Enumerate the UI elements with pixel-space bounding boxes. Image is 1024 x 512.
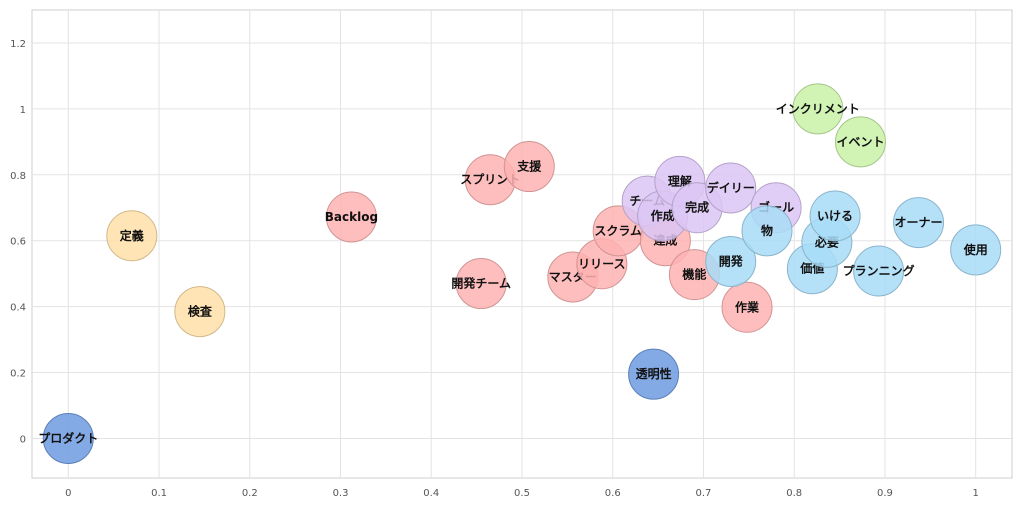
x-tick-label: 0.7 — [696, 488, 712, 499]
bubble-point: デイリー — [705, 162, 757, 214]
x-tick-label: 0 — [65, 488, 71, 499]
bubble-point: 使用 — [950, 224, 1002, 276]
bubble-label: Backlog — [325, 210, 378, 224]
x-tick-label: 0.3 — [333, 488, 349, 499]
bubble-label: 検査 — [188, 304, 213, 319]
y-tick-label: 0.4 — [10, 303, 26, 314]
bubble-label: 使用 — [963, 242, 988, 257]
bubble-point: 開発 — [705, 235, 757, 287]
bubble-label: プランニング — [843, 263, 915, 278]
bubble-circle — [174, 286, 226, 338]
bubble-point: いける — [809, 190, 861, 242]
bubble-label: 開発チーム — [451, 276, 511, 291]
bubble-circle — [325, 191, 377, 243]
bubble-circle — [42, 412, 94, 464]
bubble-label: 機能 — [682, 267, 706, 282]
bubble-point: イベント — [834, 116, 886, 168]
x-tick-label: 0.8 — [786, 488, 802, 499]
bubble-point: 作業 — [721, 281, 773, 333]
bubble-label: 定義 — [120, 228, 144, 243]
bubble-point: オーナー — [893, 197, 945, 249]
bubble-circle — [741, 205, 793, 257]
bubble-point: インクリメント — [776, 83, 860, 135]
bubble-label: いける — [817, 209, 853, 223]
bubble-label: オーナー — [895, 216, 943, 230]
bubble-circle — [853, 245, 905, 297]
bubble-label: プロダクト — [38, 430, 98, 445]
y-tick-label: 0.6 — [10, 237, 26, 248]
bubble-label: 理解 — [668, 173, 692, 188]
bubble-circle — [705, 235, 757, 287]
x-tick-label: 0.5 — [514, 488, 530, 499]
bubble-label: 開発 — [719, 253, 744, 268]
y-axis-ticks: 0 0.2 0.4 0.6 0.8 1 1.2 — [10, 39, 26, 445]
bubble-label: インクリメント — [776, 102, 860, 116]
bubble-circle — [950, 224, 1002, 276]
bubble-label: 作成 — [651, 208, 675, 223]
bubble-label: スクラム — [594, 224, 642, 238]
bubble-circle — [455, 258, 507, 310]
bubble-point: プロダクト — [38, 412, 98, 464]
y-tick-label: 1 — [20, 105, 26, 116]
y-tick-label: 1.2 — [10, 39, 26, 50]
bubble-label: 透明性 — [636, 366, 672, 381]
bubble-label: イベント — [836, 135, 884, 149]
y-tick-label: 0.8 — [10, 171, 26, 182]
bubble-label: デイリー — [707, 180, 755, 195]
bubble-point: 定義 — [106, 210, 158, 262]
bubble-circle — [705, 162, 757, 214]
bubble-label: 物 — [761, 223, 773, 238]
bubble-point: プランニング — [843, 245, 915, 297]
bubble-circle — [834, 116, 886, 168]
bubble-circle — [628, 348, 680, 400]
bubble-circle — [721, 281, 773, 333]
y-tick-label: 0.2 — [10, 369, 26, 380]
y-tick-label: 0 — [20, 434, 26, 445]
bubble-point: 開発チーム — [451, 258, 511, 310]
bubbles: プロダクト透明性定義検査Backlog開発チームスプリント支援マスターリリースス… — [38, 83, 1002, 464]
bubble-point: 物 — [741, 205, 793, 257]
bubble-label: スプリント — [460, 172, 520, 187]
bubble-label: リリース — [578, 257, 625, 271]
x-tick-label: 0.9 — [877, 488, 893, 499]
bubble-circle — [106, 210, 158, 262]
bubble-circle — [893, 197, 945, 249]
x-tick-label: 0.2 — [242, 488, 258, 499]
bubble-label: 完成 — [685, 200, 709, 215]
bubble-point: スプリント — [460, 154, 520, 206]
x-tick-label: 0.1 — [151, 488, 167, 499]
bubble-circle — [809, 190, 861, 242]
bubble-circle — [792, 83, 844, 135]
x-tick-label: 0.6 — [605, 488, 621, 499]
bubble-point: 透明性 — [628, 348, 680, 400]
x-tick-label: 0.4 — [423, 488, 439, 499]
bubble-label: 作業 — [735, 299, 760, 314]
bubble-point: Backlog — [325, 191, 378, 243]
bubble-point: 支援 — [503, 141, 555, 193]
bubble-circle — [503, 141, 555, 193]
x-tick-label: 1 — [973, 488, 979, 499]
bubble-point: 検査 — [174, 286, 226, 338]
x-axis-ticks: 0 0.1 0.2 0.3 0.4 0.5 0.6 0.7 0.8 0.9 1 — [65, 488, 979, 499]
bubble-label: 支援 — [516, 159, 542, 174]
